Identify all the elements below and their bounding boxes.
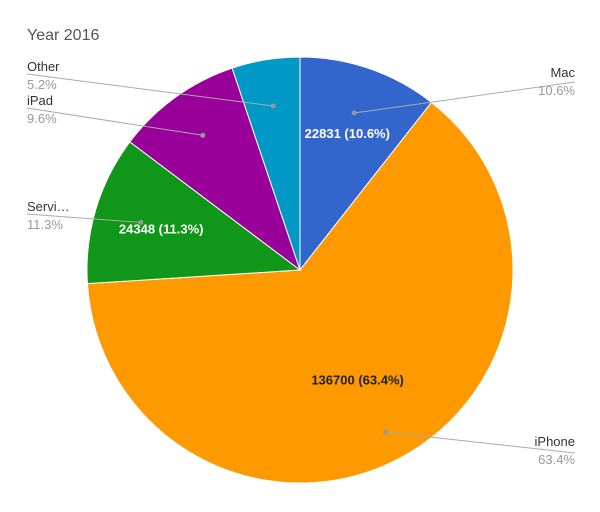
pie-slice-other [231,56,301,271]
legend-label-services: Servi… [27,199,70,214]
leader-dot-ipad [200,132,206,138]
leader-line-services [26,213,141,223]
leader-dot-iphone [382,429,388,435]
legend: Mac 10.6% iPhone 63.4% Servi… 11.3% iPad 9.6% Ot… [27,59,575,467]
slice-labels: 22831 (10.6%) 136700 (63.4%) 24348 (11.3%) [119,126,404,387]
leader-line-ipad [26,107,203,136]
leader-line-mac [354,81,576,114]
pie-slice-iphone [86,101,514,484]
legend-label-mac: Mac [550,65,575,80]
legend-percent-services: 11.3% [27,217,63,232]
pie-slice-services [86,141,302,285]
leader-dot-other [270,103,276,109]
slice-value-label-iphone: 136700 (63.4%) [311,372,404,387]
slice-value-label-services: 24348 (11.3%) [119,222,204,237]
leader-lines [26,73,576,454]
leader-dot-mac [351,110,357,116]
leader-line-iphone [385,431,576,454]
slice-value-label-mac: 22831 (10.6%) [305,126,390,141]
legend-label-ipad: iPad [27,93,53,108]
pie-slice-ipad [129,67,301,272]
legend-percent-iphone: 63.4% [538,452,575,467]
leader-line-other [26,73,274,107]
leader-dot-services [138,219,144,225]
legend-percent-ipad: 9.6% [27,111,57,126]
legend-percent-other: 5.2% [27,77,57,92]
pie-slice-mac [299,56,433,272]
legend-percent-mac: 10.6% [538,83,575,98]
chart-title: Year 2016 [27,27,99,44]
legend-label-other: Other [27,59,60,74]
pie-slices [86,56,514,484]
legend-label-iphone: iPhone [535,434,575,449]
